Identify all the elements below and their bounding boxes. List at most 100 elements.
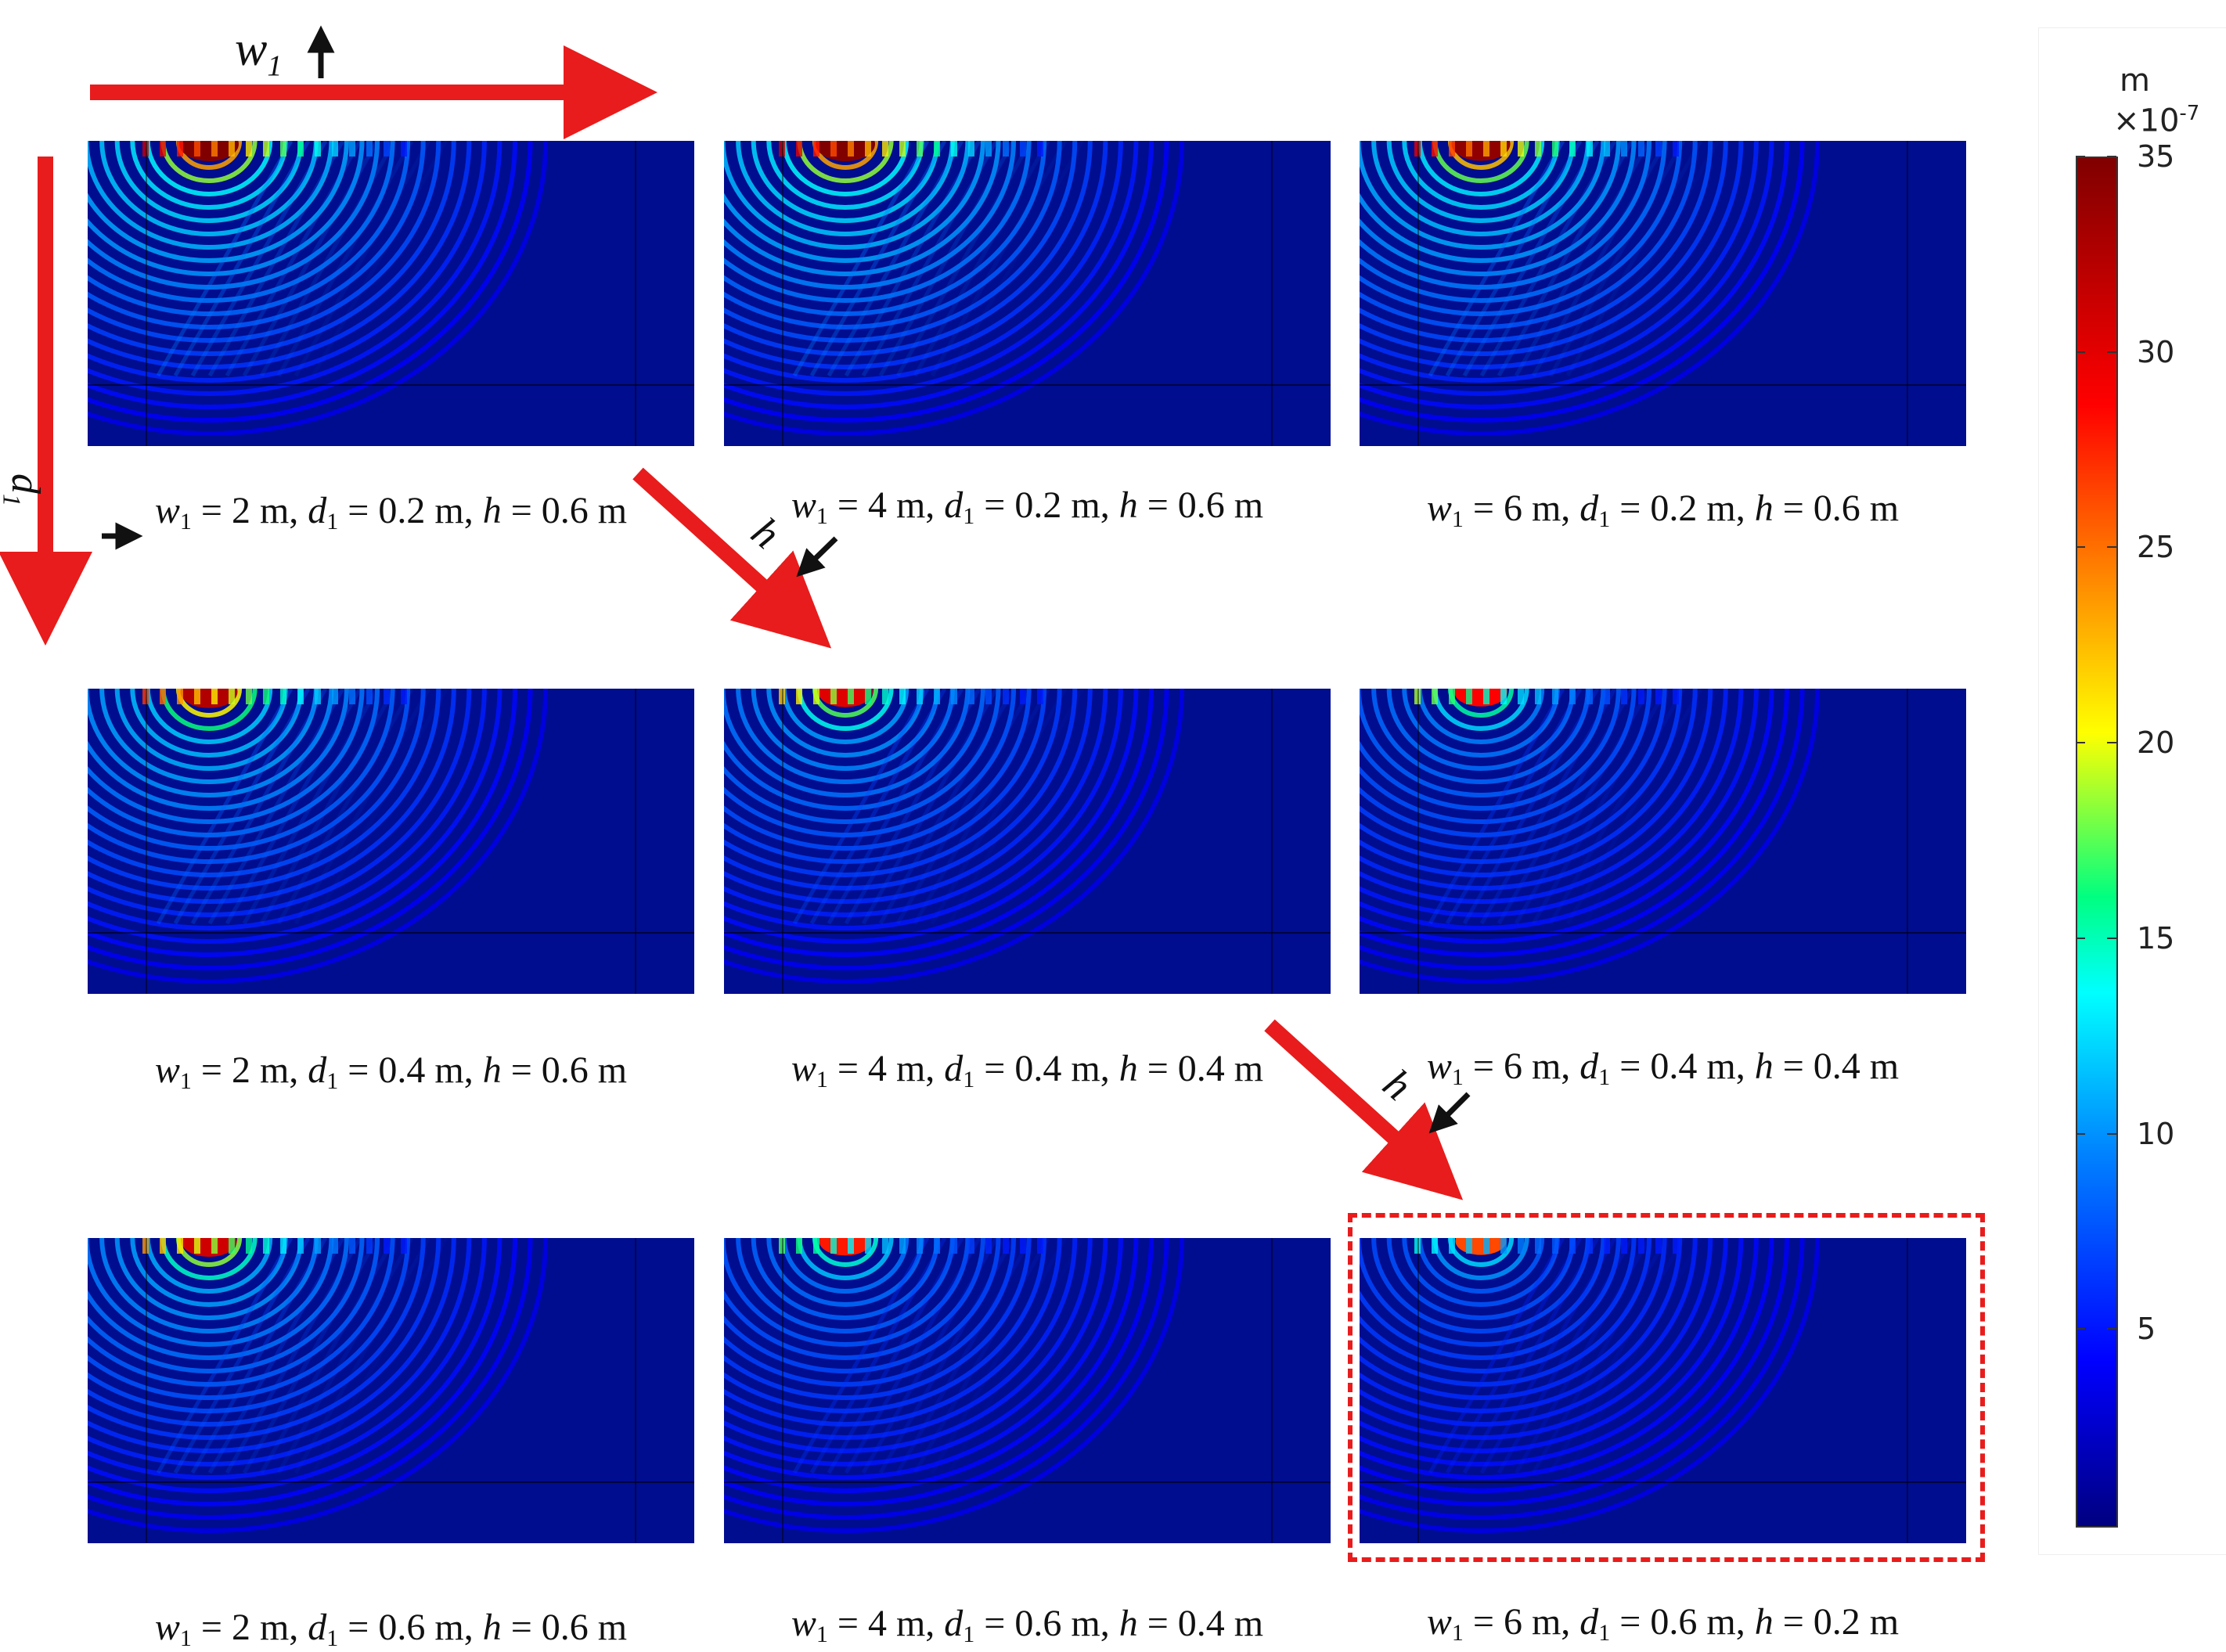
wave-front-line — [913, 689, 1050, 925]
wave-ring — [724, 689, 1169, 970]
surface-streak — [1604, 689, 1610, 704]
surface-streak — [1037, 689, 1043, 704]
wave-ring — [88, 1238, 395, 1400]
wave-ring — [175, 1238, 243, 1267]
wave-ring — [724, 1238, 1093, 1453]
source-hotspot — [1454, 689, 1507, 707]
surface-streak — [1020, 141, 1026, 157]
wave-ring — [88, 1238, 365, 1373]
wave-ring — [724, 1238, 971, 1347]
wave-front-line — [930, 689, 1068, 925]
surface-streak — [1552, 689, 1558, 704]
wave-ring — [175, 141, 243, 170]
surface-streak — [1638, 141, 1644, 157]
wave-front-line — [173, 1238, 311, 1474]
surface-streak — [142, 1238, 149, 1254]
panel-caption-0-2: w1 = 6 m, d1 = 0.2 m, h = 0.6 m — [1426, 488, 1900, 532]
wave-front-line — [1497, 141, 1634, 377]
panel-0-0 — [88, 141, 694, 446]
wave-ring — [724, 689, 1093, 904]
colorbar-tick-mark — [2107, 351, 2116, 353]
wave-ring — [1371, 689, 1590, 784]
surface-streak — [1655, 141, 1662, 157]
wave-front-line — [1531, 141, 1669, 377]
surface-streak — [384, 1238, 390, 1254]
wave-front-line — [1445, 1238, 1583, 1474]
wave-front-line — [207, 141, 345, 377]
surface-streak — [779, 141, 785, 157]
wave-ring — [1371, 1238, 1590, 1333]
wave-ring — [1360, 1238, 1774, 1493]
surface-streak — [315, 689, 321, 704]
surface-streak — [1569, 689, 1576, 704]
wave-ring — [88, 141, 380, 290]
surface-streak — [1003, 689, 1009, 704]
wave-front-line — [792, 141, 930, 377]
wave-ring — [724, 141, 1001, 276]
wave-ring — [1360, 689, 1606, 797]
surface-streak — [1673, 689, 1679, 704]
surface-streak — [160, 141, 166, 157]
surface-streak — [1587, 689, 1593, 704]
surface-streak — [1483, 1238, 1489, 1254]
wave-ring — [88, 689, 456, 904]
surface-streak — [297, 689, 304, 704]
wave-ring — [724, 689, 1154, 957]
wave-front-line — [895, 141, 1033, 377]
wave-ring — [1417, 1238, 1545, 1294]
wave-ring — [114, 141, 304, 223]
wave-ring — [1360, 141, 1789, 409]
surface-streak — [934, 689, 940, 704]
surface-streak — [779, 1238, 785, 1254]
wave-ring — [1360, 141, 1621, 263]
wave-front-line — [809, 141, 947, 377]
wave-ring — [812, 141, 879, 170]
colorbar-tick-mark — [2076, 156, 2085, 157]
wave-front-line — [156, 689, 294, 925]
wave-ring — [751, 689, 940, 771]
surface-streak — [830, 141, 837, 157]
wave-field — [724, 1238, 1331, 1543]
colorbar-tick-mark — [2107, 1132, 2116, 1135]
surface-streak — [1432, 141, 1438, 157]
wave-ring — [130, 1238, 288, 1307]
wave-ring — [1360, 1238, 1713, 1440]
wave-ring — [88, 1238, 426, 1427]
surface-streak — [1638, 1238, 1644, 1254]
colorbar-gradient — [2076, 157, 2118, 1528]
wave-ring — [88, 689, 380, 837]
wave-ring — [1360, 141, 1805, 423]
wave-ring — [724, 689, 1032, 851]
wave-ring — [724, 141, 1154, 409]
surface-streak — [1500, 141, 1507, 157]
surface-streak — [796, 689, 802, 704]
wave-front-line — [913, 141, 1050, 377]
surface-streak — [917, 141, 923, 157]
wave-ring — [145, 141, 273, 196]
wave-front-line — [1462, 141, 1600, 377]
wave-ring — [88, 1238, 380, 1387]
wave-front-line — [1514, 141, 1651, 377]
wave-front-line — [878, 689, 1016, 925]
surface-streak — [246, 141, 252, 157]
wave-ring — [88, 1238, 349, 1360]
wave-ring — [724, 141, 1139, 396]
surface-streak — [1569, 1238, 1576, 1254]
wave-ring — [724, 689, 971, 797]
wave-ring — [88, 1238, 472, 1467]
wave-front-line — [1428, 1238, 1565, 1474]
surface-streak — [246, 1238, 252, 1254]
colorbar-tick-mark — [2107, 546, 2116, 549]
wave-ring — [1360, 1238, 1820, 1533]
wave-field — [724, 689, 1331, 994]
surface-streak — [280, 141, 286, 157]
surface-streak — [1587, 1238, 1593, 1254]
surface-streak — [865, 1238, 871, 1254]
surface-streak — [366, 689, 373, 704]
wave-ring — [724, 141, 1047, 316]
surface-streak — [968, 1238, 974, 1254]
wave-front-line — [173, 689, 311, 925]
wave-front-line — [913, 1238, 1050, 1474]
panel-1-1 — [724, 689, 1331, 994]
surface-streak — [796, 1238, 802, 1254]
